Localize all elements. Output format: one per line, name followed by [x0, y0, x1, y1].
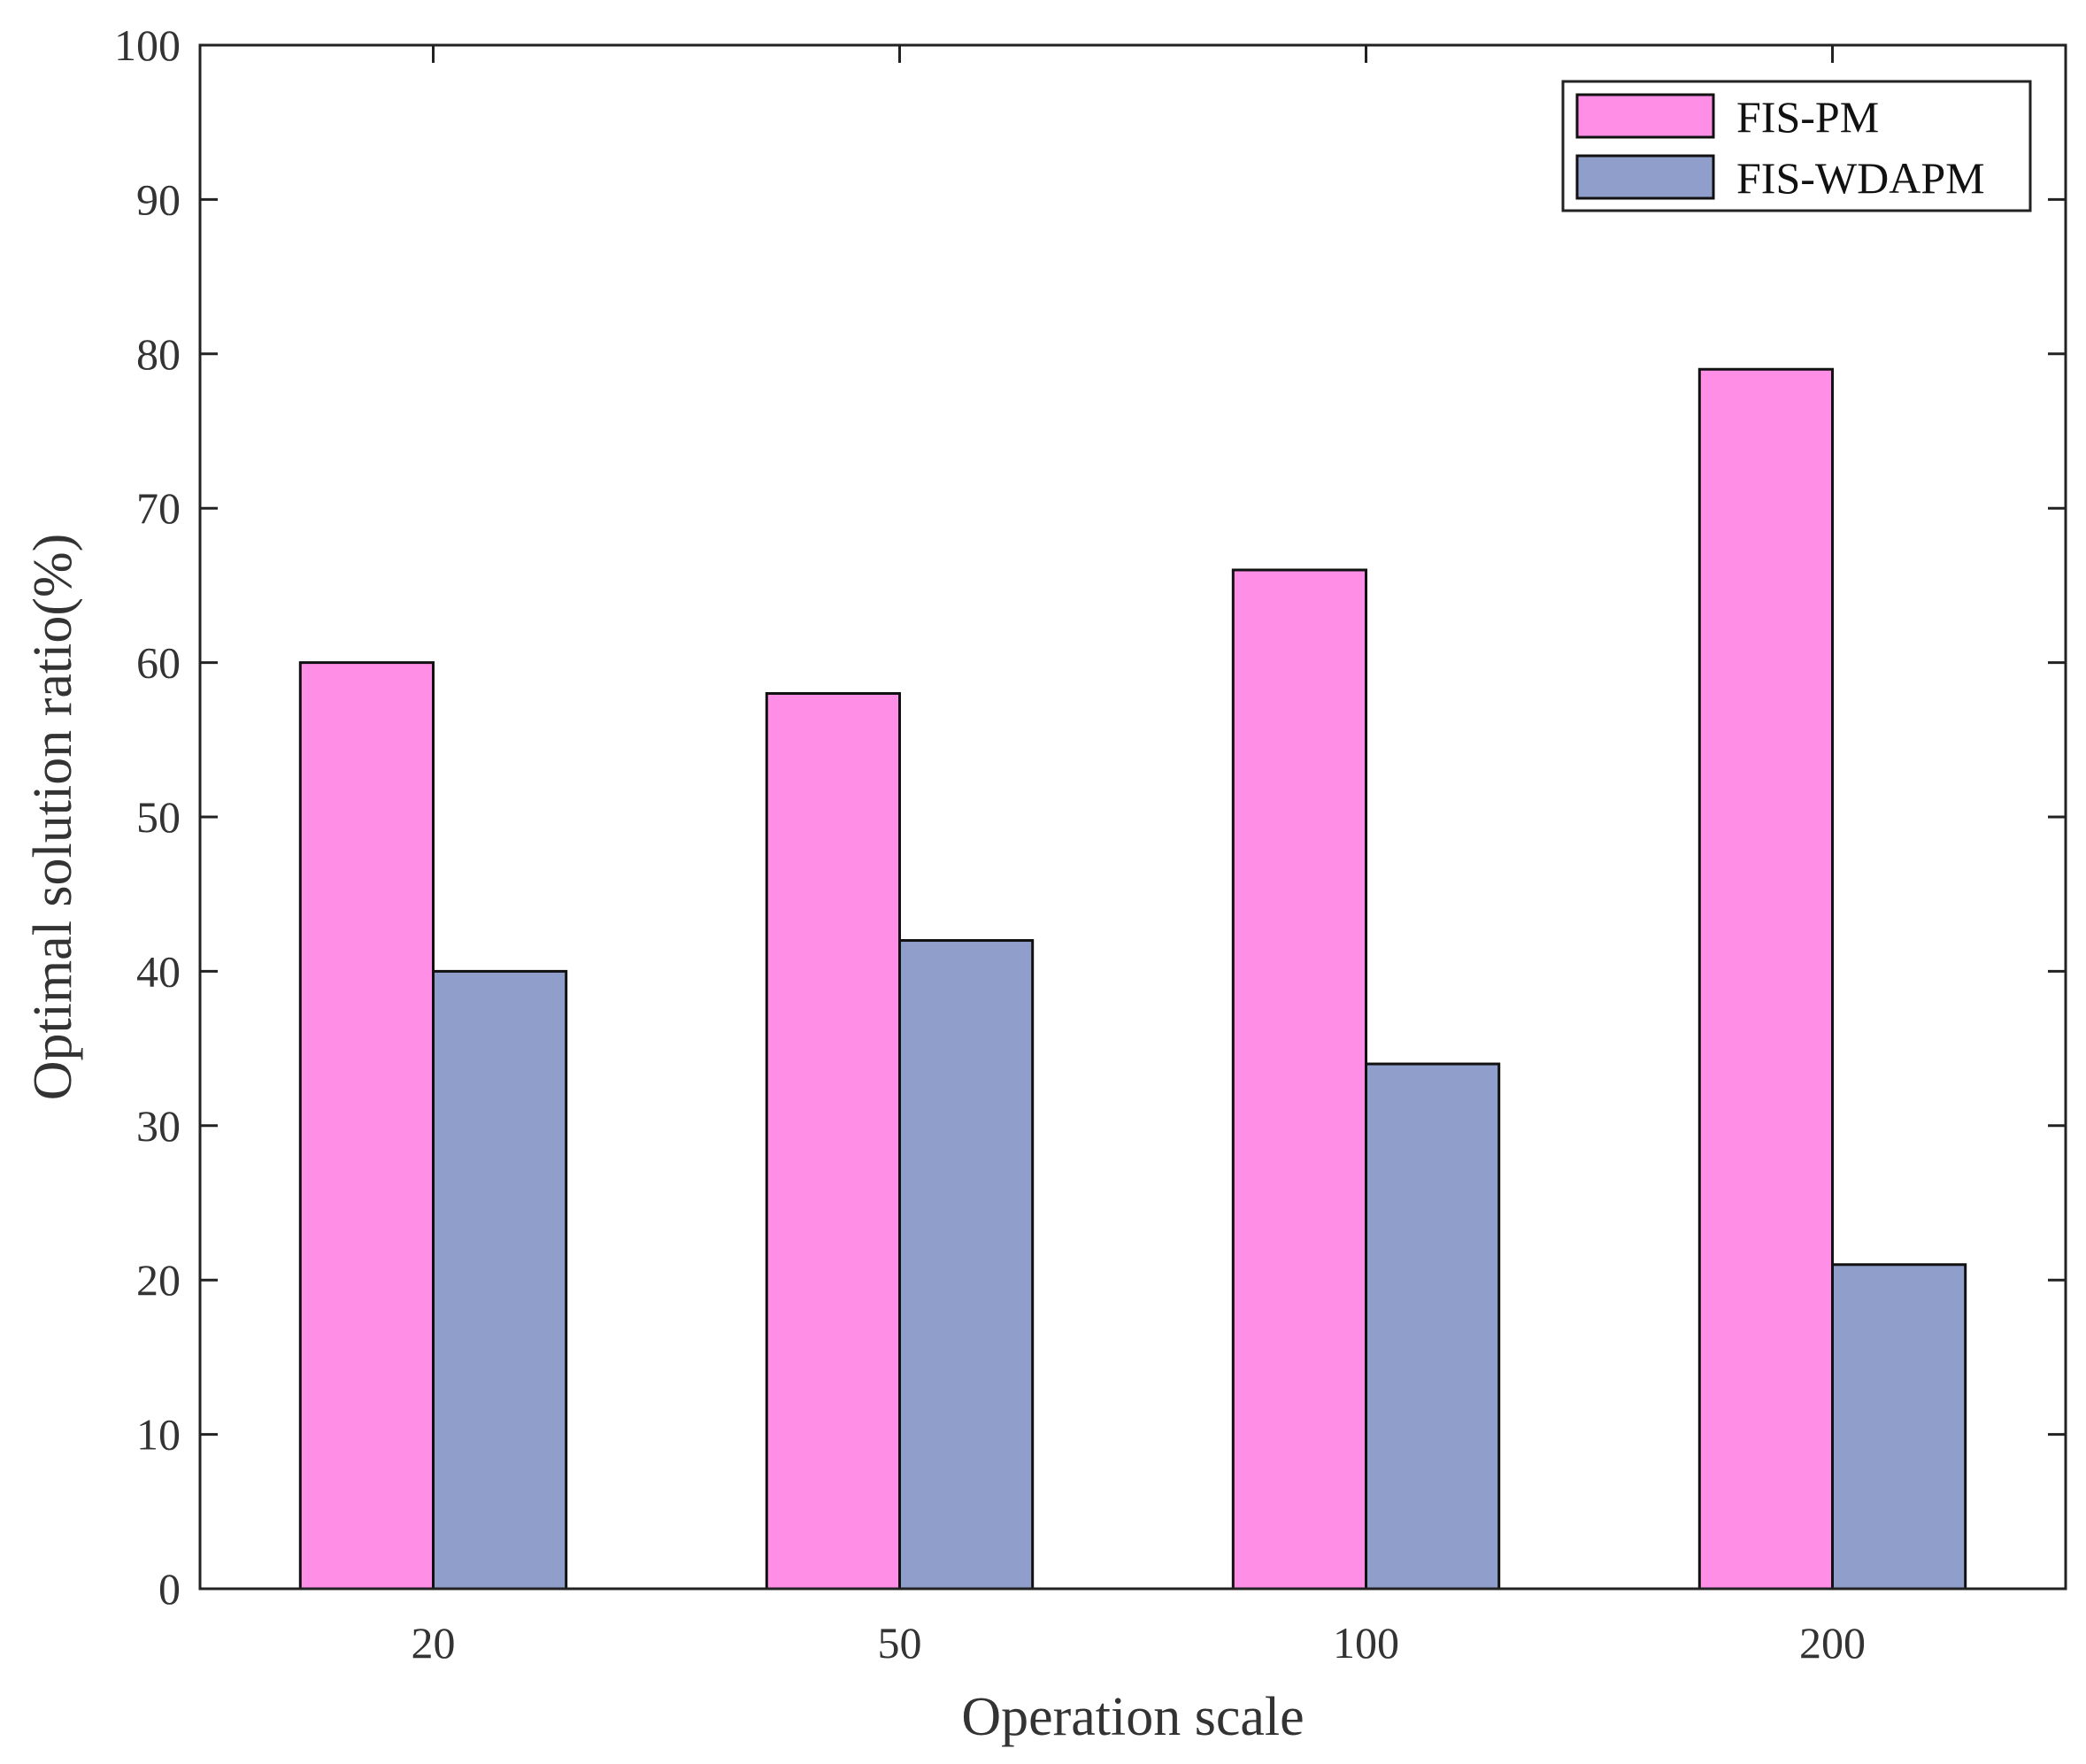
- legend-swatch-fis-wdapm: [1575, 154, 1715, 200]
- y-tick-label: 80: [136, 329, 181, 379]
- y-tick-label: 20: [136, 1255, 181, 1305]
- y-tick-label: 60: [136, 638, 181, 688]
- bar-fis-wdapm-100: [1365, 1062, 1501, 1591]
- y-tick-label: 90: [136, 174, 181, 224]
- bar-fis-wdapm-50: [898, 939, 1035, 1591]
- legend: FIS-PM FIS-WDAPM: [1561, 80, 2032, 212]
- x-axis-title: Operation scale: [961, 1687, 1304, 1747]
- legend-label-fis-wdapm: FIS-WDAPM: [1736, 153, 1985, 203]
- x-tick-label: 20: [412, 1618, 456, 1668]
- y-axis-title: Optimal solution ratio(%): [23, 534, 83, 1101]
- x-tick-label: 200: [1799, 1618, 1866, 1668]
- x-tick-label: 100: [1333, 1618, 1399, 1668]
- bar-fis-pm-50: [765, 691, 901, 1591]
- y-tick-label: 10: [136, 1410, 181, 1460]
- y-tick-label: 40: [136, 946, 181, 996]
- bar-fis-wdapm-200: [1831, 1263, 1967, 1591]
- y-tick-label: 0: [158, 1564, 181, 1614]
- x-tick-label: 50: [878, 1618, 922, 1668]
- bar-fis-pm-20: [298, 661, 435, 1591]
- legend-label-fis-pm: FIS-PM: [1736, 92, 1879, 142]
- y-tick-label: 30: [136, 1101, 181, 1151]
- plot-frame: [198, 43, 2067, 1591]
- y-tick-label: 100: [114, 20, 181, 70]
- bar-fis-pm-100: [1231, 568, 1368, 1591]
- bar-fis-wdapm-20: [432, 969, 568, 1591]
- y-tick-label: 50: [136, 792, 181, 842]
- bar-fis-pm-200: [1697, 367, 1835, 1591]
- y-tick-label: 70: [136, 483, 181, 533]
- legend-swatch-fis-pm: [1575, 93, 1715, 139]
